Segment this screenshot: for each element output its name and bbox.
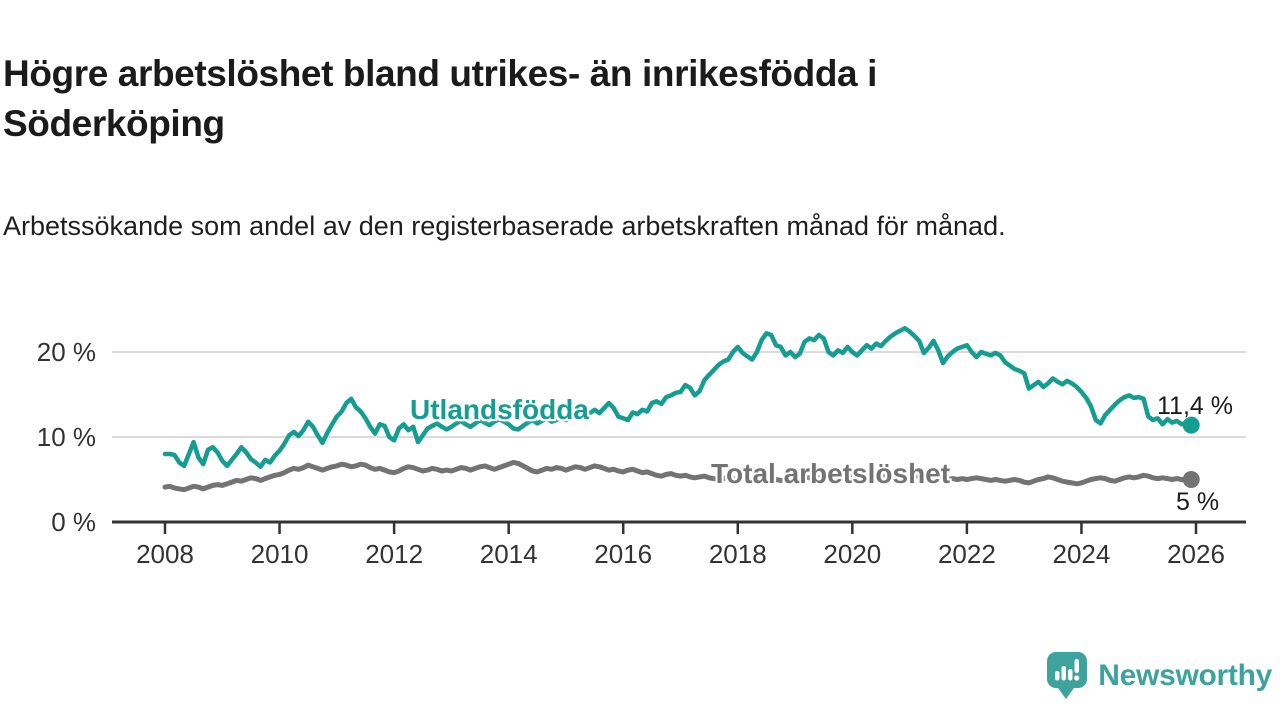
series-end-dot (1182, 471, 1200, 488)
brand-name: Newsworthy (1098, 659, 1272, 692)
newsworthy-brand: Newsworthy (1047, 650, 1272, 702)
series-line (162, 325, 1194, 470)
x-tick-label: 2014 (480, 539, 538, 569)
x-tick-label: 2020 (823, 539, 881, 569)
newsworthy-logo-icon (1047, 652, 1088, 699)
page-title: Högre arbetslöshet bland utrikes- än inr… (3, 52, 877, 144)
series-end-dot (1182, 416, 1200, 434)
x-tick-label: 2024 (1053, 539, 1111, 569)
y-tick-label: 20 % (37, 337, 96, 367)
x-tick-label: 2012 (365, 539, 423, 569)
x-tick-label: 2018 (709, 539, 767, 569)
x-tick-label: 2008 (136, 539, 194, 569)
series-line (162, 460, 1194, 493)
x-tick-label: 2010 (251, 539, 309, 569)
series-label-utlandsfodda: Utlandsfödda (410, 394, 589, 425)
end-value-label-utlandsfodda: 11,4 % (1157, 392, 1233, 420)
series-label-total-arbetsloshet: Total arbetslöshet (711, 458, 951, 489)
y-tick-label: 10 % (37, 422, 96, 452)
chart-subtitle: Arbetssökande som andel av den registerb… (3, 211, 1006, 241)
x-tick-label: 2016 (594, 539, 652, 569)
end-value-label-total: 5 % (1176, 488, 1220, 516)
x-tick-label: 2022 (938, 539, 996, 569)
x-tick-label: 2026 (1167, 539, 1225, 569)
y-tick-label: 0 % (51, 507, 96, 537)
